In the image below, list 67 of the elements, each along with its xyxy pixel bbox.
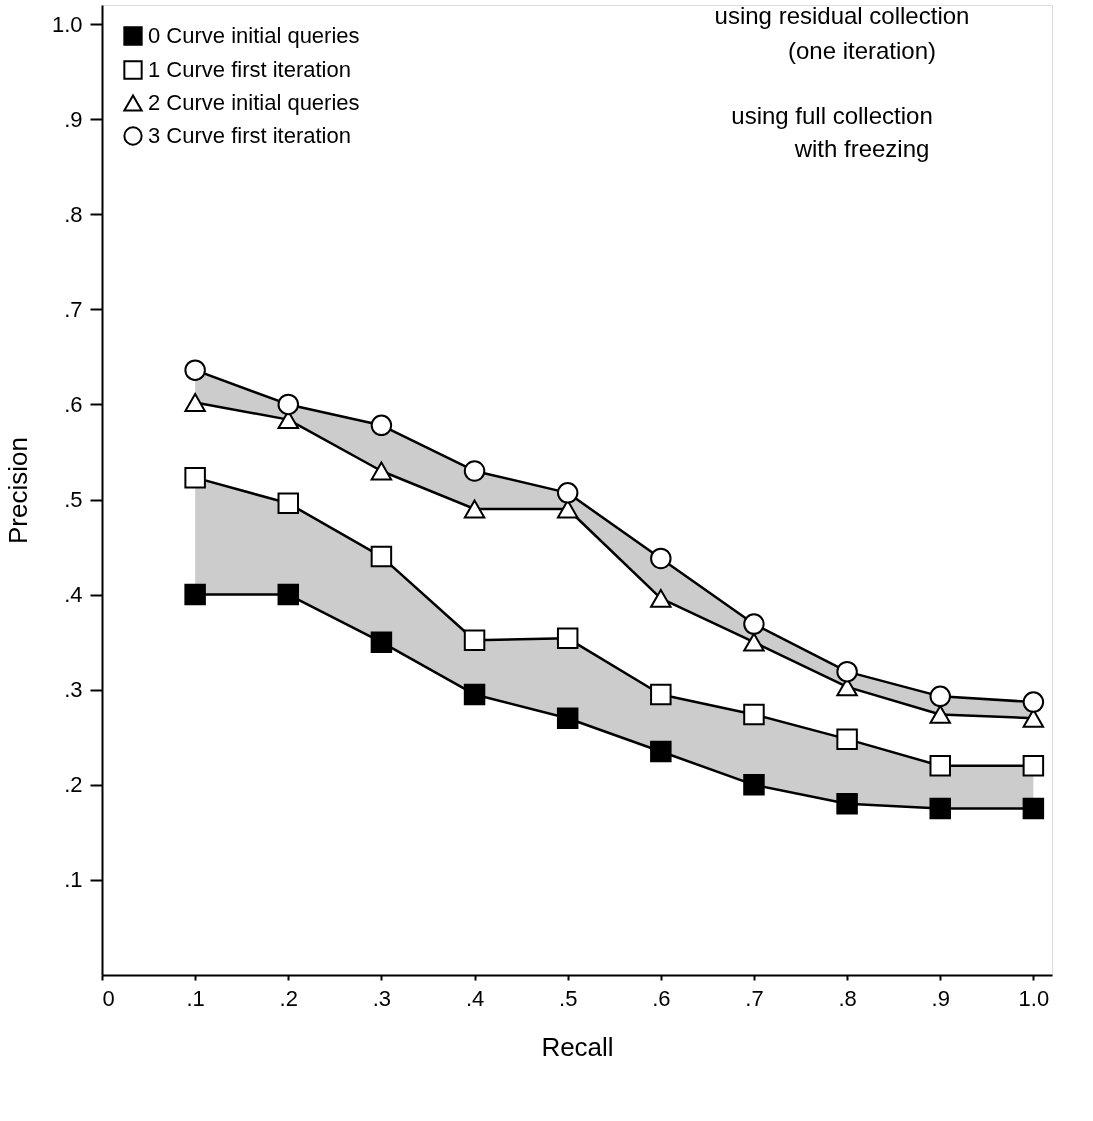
y-tick-label: 1.0 <box>51 11 83 37</box>
point <box>277 583 300 606</box>
point <box>743 632 765 652</box>
annotation: with freezing <box>793 135 930 162</box>
x-axis-title: Recall <box>541 1031 614 1062</box>
point <box>184 393 206 412</box>
point <box>556 707 579 729</box>
legend-label: 1 Curve first iteration <box>148 57 351 82</box>
point <box>184 583 206 606</box>
x-tick-label: .7 <box>745 985 764 1011</box>
point <box>743 703 765 726</box>
y-tick-label: .2 <box>64 772 83 798</box>
point <box>743 774 765 796</box>
point <box>463 683 486 706</box>
point <box>929 704 951 724</box>
legend-label: 0 Curve initial queries <box>148 23 360 48</box>
point <box>463 629 486 651</box>
x-tick-label: .3 <box>372 985 392 1011</box>
x-tick-label: .8 <box>838 985 857 1011</box>
point <box>836 728 858 750</box>
x-tick-label: 1.0 <box>1018 985 1050 1011</box>
point <box>1022 755 1045 777</box>
y-tick-label: .7 <box>64 296 83 322</box>
point <box>184 359 206 381</box>
point <box>650 588 672 608</box>
x-tick-label: .1 <box>186 985 205 1011</box>
point <box>650 683 672 706</box>
y-tick-label: .8 <box>64 201 83 227</box>
point <box>836 793 858 815</box>
x-tick-label: .5 <box>559 985 578 1011</box>
point <box>929 797 951 820</box>
point <box>463 460 486 482</box>
point <box>556 482 579 504</box>
y-tick-label: .3 <box>64 677 83 703</box>
x-tick-label: .6 <box>652 985 671 1011</box>
y-tick-label: .6 <box>64 391 83 417</box>
y-tick-label: .5 <box>64 487 83 513</box>
point <box>836 660 858 683</box>
annotation: using full collection <box>731 102 933 129</box>
point <box>650 740 672 763</box>
point <box>556 627 579 650</box>
x-tick-label: 0 <box>102 985 115 1011</box>
point <box>1022 691 1045 713</box>
point <box>370 414 393 437</box>
legend-label: 2 Curve initial queries <box>148 90 360 115</box>
point <box>463 499 486 519</box>
point <box>370 545 393 568</box>
y-tick-label: .1 <box>64 867 83 893</box>
y-axis-title: Precision <box>2 437 33 544</box>
point <box>184 466 206 489</box>
point <box>743 613 765 635</box>
y-tick-label: .9 <box>64 106 83 132</box>
point <box>370 631 393 653</box>
x-tick-label: .4 <box>465 985 485 1011</box>
y-tick-label: .4 <box>64 582 83 608</box>
point <box>1022 797 1045 820</box>
point <box>277 393 300 416</box>
x-tick-label: .2 <box>279 985 298 1011</box>
annotation: (one iteration) <box>787 37 937 64</box>
point <box>929 755 951 777</box>
x-tick-label: .9 <box>931 985 950 1011</box>
point <box>929 685 951 708</box>
point <box>277 492 300 515</box>
legend-label: 3 Curve first iteration <box>148 123 351 148</box>
point <box>650 547 672 570</box>
point <box>370 461 393 481</box>
annotation: using residual collection <box>714 2 970 29</box>
